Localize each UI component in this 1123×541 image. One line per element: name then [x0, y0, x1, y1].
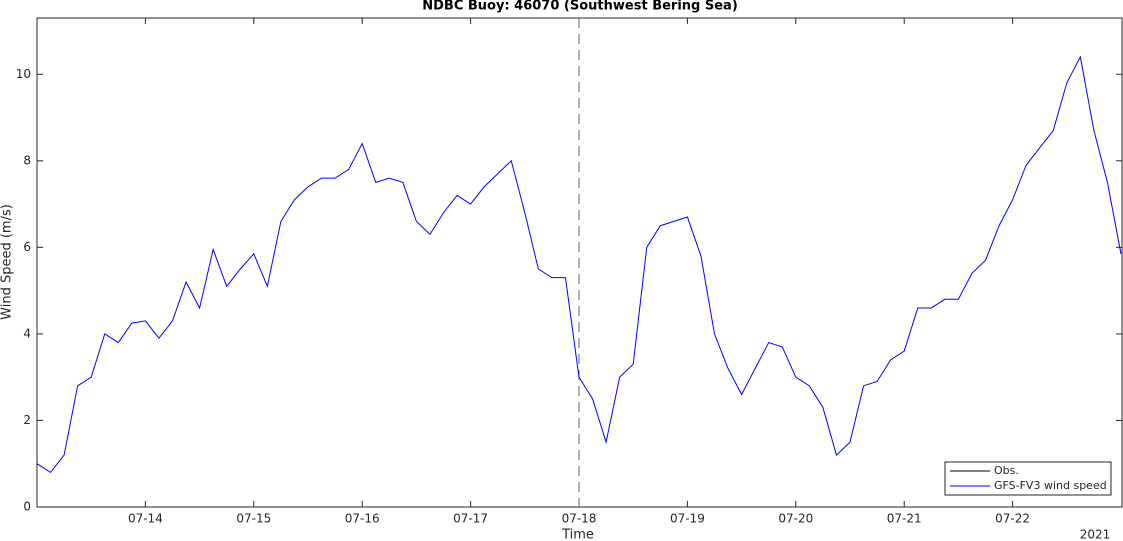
- y-tick-label: 0: [23, 500, 31, 514]
- x-tick-label: 07-17: [453, 512, 488, 526]
- x-tick-label: 07-19: [670, 512, 705, 526]
- chart-title: NDBC Buoy: 46070 (Southwest Bering Sea): [422, 0, 738, 14]
- x-tick-label: 07-15: [236, 512, 271, 526]
- y-tick-label: 4: [23, 326, 31, 340]
- x-tick-label: 07-18: [562, 512, 597, 526]
- y-tick-label: 10: [16, 67, 31, 81]
- y-tick-label: 2: [23, 413, 31, 427]
- series-line: [36, 55, 1122, 474]
- y-tick-label: 6: [23, 240, 31, 254]
- y-tick-label: 8: [23, 153, 31, 167]
- x-tick-label: 07-14: [128, 512, 163, 526]
- x-tick-label: 07-16: [345, 512, 380, 526]
- legend-label: GFS-FV3 wind speed: [994, 479, 1107, 492]
- x-axis-label: Time: [561, 528, 594, 541]
- legend-label: Obs.: [994, 464, 1019, 477]
- y-axis-label: Wind Speed (m/s): [0, 204, 15, 320]
- x-tick-label: 07-20: [778, 512, 813, 526]
- year-label: 2021: [1080, 528, 1111, 541]
- legend-box: [944, 461, 1112, 496]
- x-tick-label: 07-22: [995, 512, 1030, 526]
- x-tick-label: 07-21: [887, 512, 922, 526]
